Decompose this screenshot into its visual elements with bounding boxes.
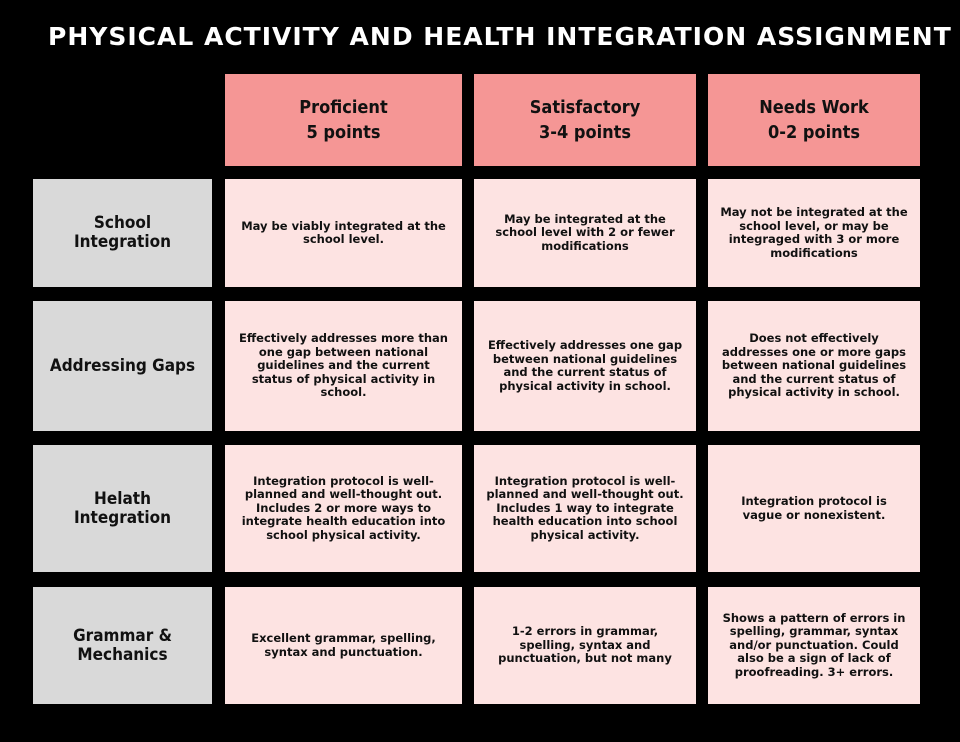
rubric-cell: May be viably integrated at the school l… xyxy=(225,179,462,287)
rubric-cell: May be integrated at the school level wi… xyxy=(474,179,696,287)
rubric-cell: Shows a pattern of errors in spelling, g… xyxy=(708,587,920,704)
rubric-cell: Excellent grammar, spelling, syntax and … xyxy=(225,587,462,704)
row-header-addressing-gaps: Addressing Gaps xyxy=(33,301,212,431)
row-header-grammar-mechanics: Grammar & Mechanics xyxy=(33,587,212,704)
row-header-school-integration: School Integration xyxy=(33,179,212,287)
column-points: 0-2 points xyxy=(767,122,861,143)
column-header-proficient: Proficient 5 points xyxy=(225,74,462,166)
column-name: Proficient xyxy=(299,97,388,118)
rubric-cell: 1-2 errors in grammar, spelling, syntax … xyxy=(474,587,696,704)
rubric-cell: Integration protocol is vague or nonexis… xyxy=(708,445,920,572)
column-points: 3-4 points xyxy=(538,122,632,143)
rubric-cell: Integration protocol is well-planned and… xyxy=(474,445,696,572)
row-header-health-integration: Helath Integration xyxy=(33,445,212,572)
column-points: 5 points xyxy=(306,122,381,143)
rubric-cell: Effectively addresses one gap between na… xyxy=(474,301,696,431)
column-name: Satisfactory xyxy=(529,97,641,118)
column-name: Needs Work xyxy=(759,97,869,118)
column-header-satisfactory: Satisfactory 3-4 points xyxy=(474,74,696,166)
rubric-cell: Effectively addresses more than one gap … xyxy=(225,301,462,431)
rubric-cell: Does not effectively addresses one or mo… xyxy=(708,301,920,431)
rubric-cell: May not be integrated at the school leve… xyxy=(708,179,920,287)
column-header-needs-work: Needs Work 0-2 points xyxy=(708,74,920,166)
rubric-cell: Integration protocol is well-planned and… xyxy=(225,445,462,572)
page-title: PHYSICAL ACTIVITY AND HEALTH INTEGRATION… xyxy=(48,22,952,51)
